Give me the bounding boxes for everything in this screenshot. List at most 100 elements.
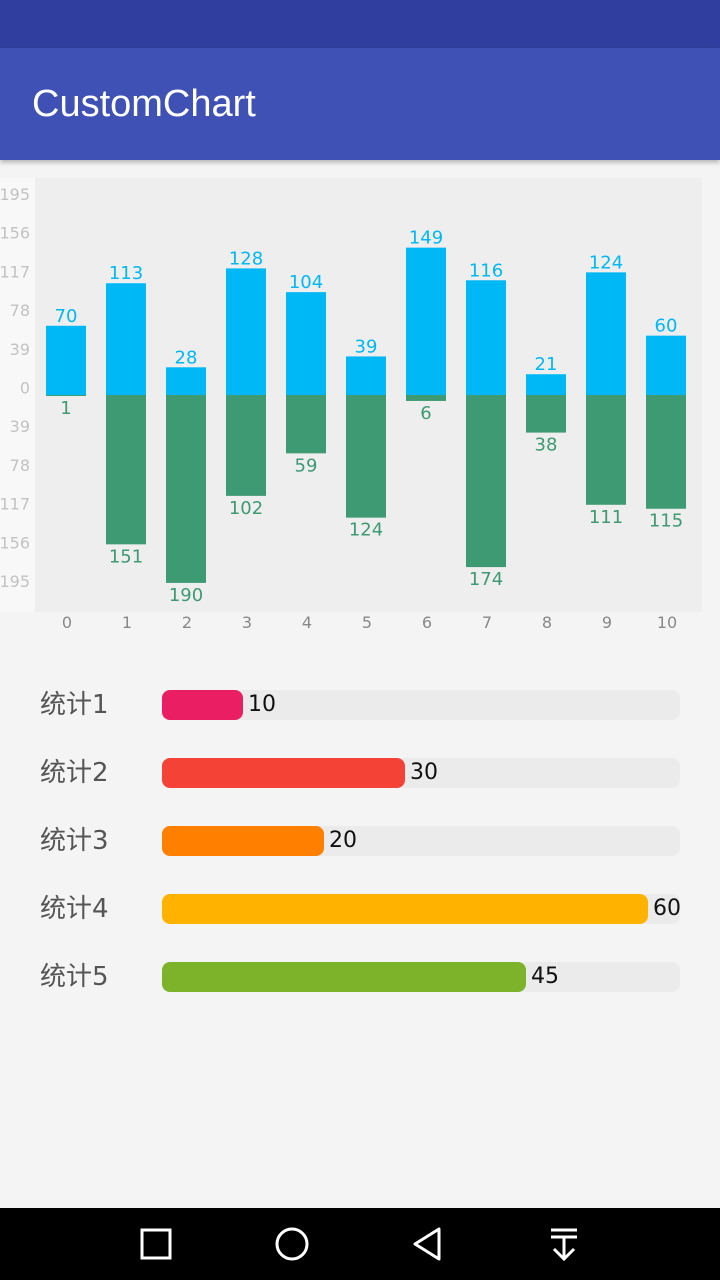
positive-value-label: 128 bbox=[229, 248, 263, 269]
y-tick-label: 195 bbox=[0, 185, 30, 204]
positive-bar bbox=[466, 280, 506, 395]
y-tick-label: 117 bbox=[0, 262, 30, 281]
app-title: CustomChart bbox=[32, 83, 256, 125]
stat-row: 统计1 10 bbox=[0, 685, 720, 725]
stat-bar-track bbox=[162, 826, 680, 856]
negative-bar bbox=[106, 395, 146, 545]
negative-bar bbox=[646, 395, 686, 509]
negative-bar bbox=[46, 395, 86, 396]
negative-bar bbox=[526, 395, 566, 433]
negative-value-label: 174 bbox=[469, 569, 503, 590]
stat-label: 统计4 bbox=[40, 894, 109, 924]
negative-value-label: 59 bbox=[295, 455, 318, 476]
y-tick-label: 156 bbox=[0, 224, 30, 243]
negative-bar bbox=[586, 395, 626, 505]
negative-value-label: 124 bbox=[349, 520, 383, 541]
negative-value-label: 1 bbox=[60, 398, 71, 419]
vertical-bar-chart: 1951561177839039781171561957010113151128… bbox=[0, 178, 702, 632]
stat-bar-track bbox=[162, 758, 680, 788]
positive-bar bbox=[406, 247, 446, 395]
positive-bar bbox=[286, 292, 326, 395]
stat-bar-fill bbox=[162, 962, 526, 992]
negative-bar bbox=[346, 395, 386, 518]
stat-row: 统计3 20 bbox=[0, 821, 720, 861]
positive-value-label: 149 bbox=[409, 228, 443, 249]
stat-label: 统计1 bbox=[40, 690, 109, 720]
positive-value-label: 116 bbox=[469, 260, 503, 281]
x-tick-label: 1 bbox=[122, 613, 132, 632]
stat-value: 20 bbox=[329, 828, 357, 853]
positive-value-label: 21 bbox=[535, 354, 558, 375]
positive-value-label: 39 bbox=[355, 336, 378, 357]
x-tick-label: 6 bbox=[422, 613, 432, 632]
positive-bar bbox=[346, 356, 386, 395]
negative-bar bbox=[166, 395, 206, 583]
x-tick-label: 2 bbox=[182, 613, 192, 632]
back-triangle-icon[interactable] bbox=[405, 1222, 451, 1266]
negative-value-label: 111 bbox=[589, 507, 623, 528]
stat-bar-track bbox=[162, 690, 680, 720]
stat-bar-track bbox=[162, 894, 680, 924]
y-tick-label: 195 bbox=[0, 572, 30, 591]
negative-bar bbox=[286, 395, 326, 454]
stat-label: 统计5 bbox=[40, 962, 109, 992]
negative-value-label: 102 bbox=[229, 498, 263, 519]
stat-bar-fill bbox=[162, 826, 324, 856]
negative-bar bbox=[406, 395, 446, 401]
x-tick-label: 4 bbox=[302, 613, 312, 632]
stat-label: 统计2 bbox=[40, 758, 109, 788]
home-circle-icon[interactable] bbox=[269, 1222, 315, 1266]
x-tick-label: 7 bbox=[482, 613, 492, 632]
positive-bar bbox=[646, 335, 686, 395]
negative-value-label: 115 bbox=[649, 511, 683, 532]
positive-value-label: 60 bbox=[655, 316, 678, 337]
y-tick-label: 39 bbox=[10, 340, 30, 359]
positive-value-label: 124 bbox=[589, 252, 623, 273]
x-tick-label: 8 bbox=[542, 613, 552, 632]
negative-bar bbox=[226, 395, 266, 496]
positive-value-label: 70 bbox=[55, 306, 78, 327]
stat-bar-fill bbox=[162, 894, 648, 924]
stat-bar-track bbox=[162, 962, 680, 992]
positive-bar bbox=[226, 268, 266, 395]
negative-value-label: 38 bbox=[535, 435, 558, 456]
stat-row: 统计4 60 bbox=[0, 889, 720, 929]
chart-y-axis-panel bbox=[0, 178, 35, 612]
positive-bar bbox=[166, 367, 206, 395]
negative-value-label: 6 bbox=[420, 403, 431, 424]
positive-value-label: 28 bbox=[175, 347, 198, 368]
recents-square-icon[interactable] bbox=[133, 1222, 179, 1266]
x-tick-label: 9 bbox=[602, 613, 612, 632]
x-tick-label: 5 bbox=[362, 613, 372, 632]
x-tick-label: 0 bbox=[62, 613, 72, 632]
negative-value-label: 151 bbox=[109, 546, 143, 567]
stat-value: 10 bbox=[248, 692, 276, 717]
y-tick-label: 156 bbox=[0, 533, 30, 552]
positive-value-label: 104 bbox=[289, 272, 323, 293]
status-bar bbox=[0, 0, 720, 48]
y-tick-label: 117 bbox=[0, 495, 30, 514]
stat-bar-fill bbox=[162, 690, 243, 720]
notifications-pull-down-icon[interactable] bbox=[541, 1222, 587, 1266]
app-bar: CustomChart bbox=[0, 48, 720, 160]
stat-row: 统计5 45 bbox=[0, 957, 720, 997]
negative-value-label: 190 bbox=[169, 585, 203, 606]
positive-value-label: 113 bbox=[109, 263, 143, 284]
stat-bar-fill bbox=[162, 758, 405, 788]
positive-bar bbox=[106, 283, 146, 395]
navigation-bar bbox=[0, 1208, 720, 1280]
y-tick-label: 0 bbox=[20, 379, 30, 398]
positive-bar bbox=[46, 325, 86, 395]
negative-bar bbox=[466, 395, 506, 568]
stat-row: 统计2 30 bbox=[0, 753, 720, 793]
x-tick-label: 3 bbox=[242, 613, 252, 632]
positive-bar bbox=[526, 374, 566, 395]
stat-value: 30 bbox=[410, 760, 438, 785]
y-tick-label: 78 bbox=[10, 456, 30, 475]
stat-label: 统计3 bbox=[40, 826, 109, 856]
y-tick-label: 39 bbox=[10, 417, 30, 436]
stat-value: 60 bbox=[653, 896, 681, 921]
x-tick-label: 10 bbox=[657, 613, 677, 632]
y-tick-label: 78 bbox=[10, 301, 30, 320]
stat-value: 45 bbox=[531, 964, 559, 989]
